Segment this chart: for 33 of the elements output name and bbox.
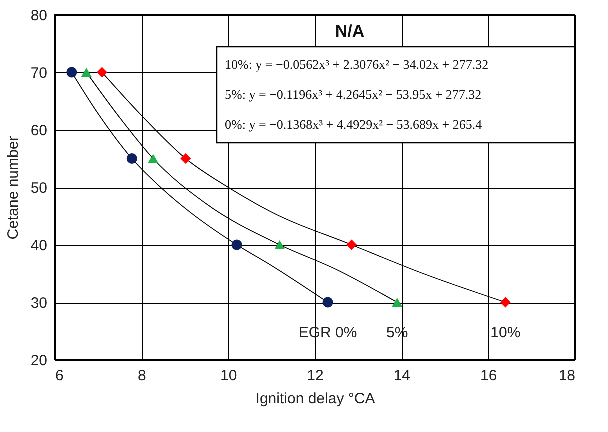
x-tick-label: 8 bbox=[138, 368, 146, 384]
x-tick-label: 6 bbox=[56, 368, 64, 384]
annotation: 0%: y = −0.1368x³ + 4.4929x² − 53.689x + 265.4 bbox=[225, 117, 483, 132]
x-tick-label: 12 bbox=[307, 368, 324, 384]
point bbox=[96, 67, 108, 78]
chart-title: N/A bbox=[335, 22, 365, 41]
point bbox=[346, 240, 358, 250]
y-tick-label: 50 bbox=[30, 180, 48, 197]
x-tick-label: 16 bbox=[480, 368, 498, 384]
point bbox=[180, 154, 192, 164]
point bbox=[232, 240, 242, 250]
annotation: 10%: y = −0.0562x³ + 2.3076x² − 34.02x + 277.32 bbox=[225, 57, 489, 72]
y-tick-label: 60 bbox=[30, 122, 48, 140]
point bbox=[148, 154, 159, 164]
x-tick-label: 14 bbox=[394, 368, 411, 384]
y-tick-label: 30 bbox=[30, 295, 48, 312]
x-tick-label: 18 bbox=[558, 368, 576, 384]
annotation: 5%: y = −0.1196x³ + 4.2645x² − 53.95x + 277.32 bbox=[225, 87, 482, 102]
point bbox=[66, 67, 78, 78]
x-axis-title: Ignition delay °CA bbox=[256, 390, 376, 408]
point bbox=[274, 240, 286, 250]
point bbox=[126, 154, 138, 164]
point bbox=[500, 297, 511, 308]
y-tick-label: 70 bbox=[30, 65, 48, 82]
point bbox=[322, 297, 334, 308]
point bbox=[392, 298, 403, 308]
x-tick-label: 10 bbox=[220, 368, 238, 384]
y-tick-label: 80 bbox=[30, 8, 48, 24]
series-label: 10% bbox=[490, 324, 521, 342]
y-tick-label: 20 bbox=[30, 352, 48, 370]
y-tick-label: 40 bbox=[30, 238, 48, 254]
y-axis-title: Cetane number bbox=[4, 136, 22, 240]
point bbox=[81, 68, 92, 78]
